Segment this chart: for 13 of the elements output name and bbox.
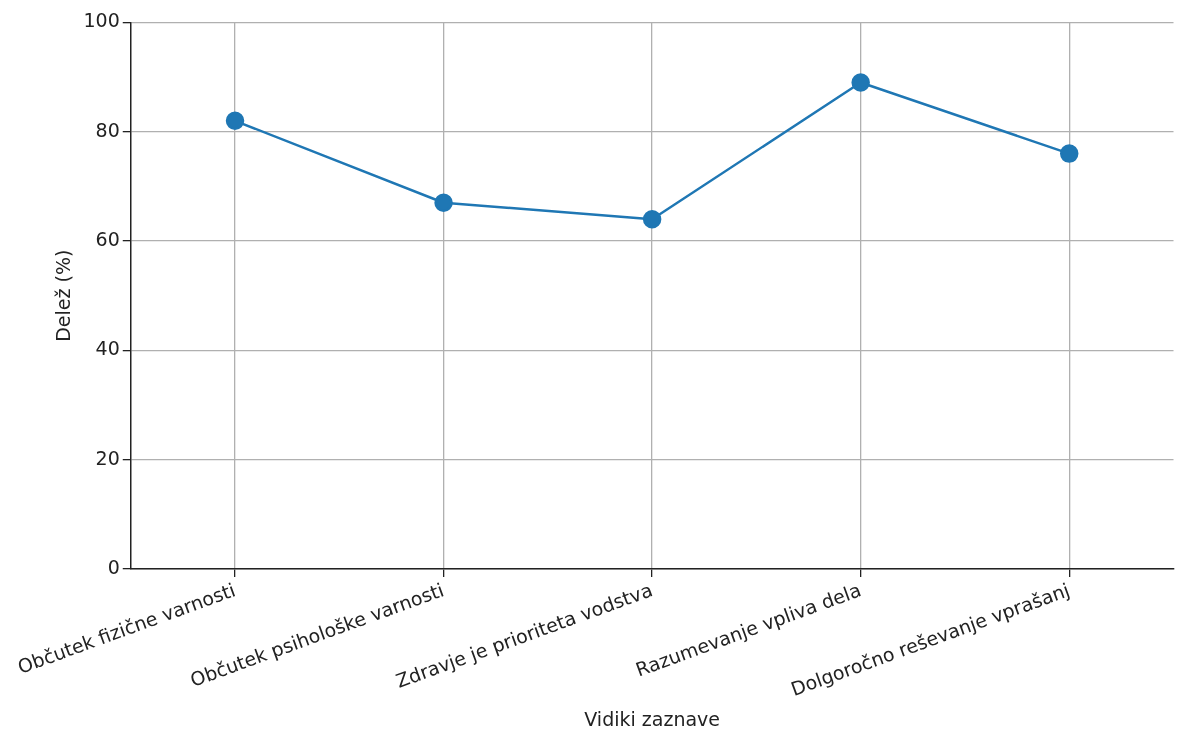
point [642, 209, 662, 229]
y-tick-label: 80 [95, 118, 120, 141]
x-axis-title: Vidiki zaznave [584, 707, 720, 730]
y-tick-label: 20 [95, 446, 120, 469]
point [434, 193, 453, 213]
y-axis-title: Delež (%) [52, 249, 75, 342]
y-tick-label: 40 [95, 337, 120, 360]
y-tick-label: 100 [83, 9, 120, 32]
point [851, 73, 870, 92]
point [1059, 144, 1079, 163]
y-tick-label: 0 [107, 555, 120, 578]
point [225, 111, 245, 131]
y-tick-label: 60 [95, 227, 120, 250]
